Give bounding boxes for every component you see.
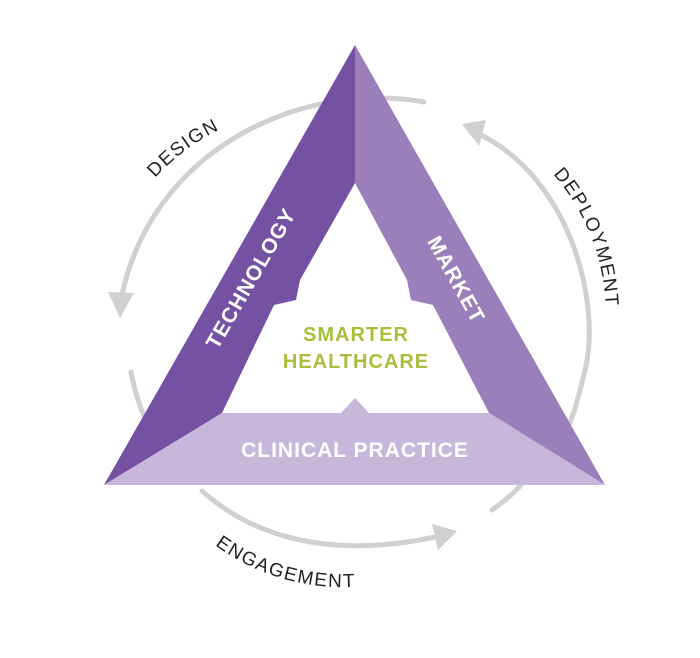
design-arrowhead xyxy=(108,292,134,318)
engagement-arc xyxy=(199,488,443,549)
engagement-label-text: ENGAGEMENT xyxy=(212,532,355,592)
cycle-arrows xyxy=(108,95,592,550)
engagement-label: ENGAGEMENT xyxy=(212,532,356,592)
technology-side xyxy=(104,45,355,485)
market-side xyxy=(355,45,605,485)
clinical-practice-side xyxy=(104,398,605,485)
center-label-smarter: SMARTER xyxy=(303,324,409,346)
triangle xyxy=(104,45,605,485)
engagement-tail-arc xyxy=(489,483,523,513)
design-label: DESIGN xyxy=(143,115,222,181)
design-label-text: DESIGN xyxy=(143,115,221,181)
engagement-arrowhead xyxy=(432,524,457,550)
clinical-practice-label: CLINICAL PRACTICE xyxy=(241,439,469,462)
deployment-arrowhead xyxy=(462,120,486,146)
deployment-arc xyxy=(478,132,592,440)
center-label-healthcare: HEALTHCARE xyxy=(283,351,429,373)
